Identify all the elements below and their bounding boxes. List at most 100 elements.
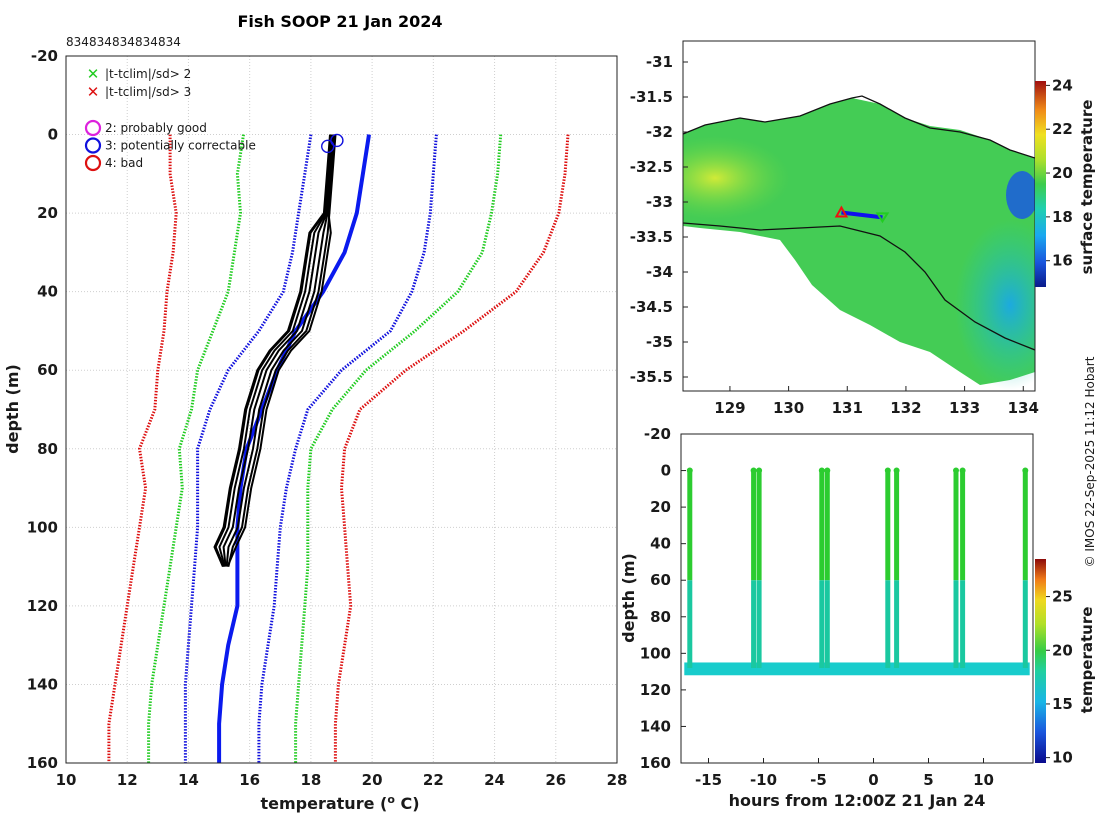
profile-count-label: 834 (112, 35, 135, 49)
timeseries-x-tick-label: 0 (868, 771, 878, 789)
profile-y-tick-label: 40 (37, 283, 58, 301)
profile-cast-top (818, 467, 825, 474)
map-lat-tick-label: -31 (646, 53, 673, 71)
timeseries-y-tick-label: 60 (650, 571, 671, 589)
timeseries-panel: -15 -10 -5 0 5 10 -20 0 20 40 60 80 100 120 140 160 hou… (619, 425, 1096, 810)
profile-series-blue-right (257, 134, 438, 763)
profile-cast-top (824, 467, 831, 474)
profile-ticks: 10 12 14 16 18 20 22 24 26 28 -20 0 20 40 60 80 100 120 14… (27, 47, 628, 789)
sst-colorbar-tick-label: 18 (1052, 208, 1073, 226)
profile-x-tick-label: 16 (239, 771, 260, 789)
timeseries-y-axis-label: depth (m) (619, 553, 638, 643)
profile-series (107, 133, 570, 763)
timeseries-points (684, 467, 1030, 676)
profile-x-tick-label: 22 (423, 771, 444, 789)
temperature-colorbar-tick-label: 20 (1052, 641, 1073, 659)
map-panel: 129 130 131 132 133 134 -31 -31.5 -32 -32.5 -33 -33… (630, 40, 1096, 417)
map-lon-tick-label: 133 (949, 399, 980, 417)
profile-panel: 10 12 14 16 18 20 22 24 26 28 -20 0 20 40 60 80 100 120 14… (3, 47, 627, 813)
sst-warm-region (683, 136, 790, 220)
profile-x-tick-label: 12 (117, 771, 138, 789)
profile-frame (65, 55, 618, 764)
profile-series-mean (217, 134, 371, 763)
sst-colorbar-ticks: 16 18 20 22 24 (1046, 76, 1073, 270)
legend-circle-marker (84, 154, 102, 172)
observed-cast (225, 134, 335, 567)
sst-colorbar-tick-label: 20 (1052, 164, 1073, 182)
coastline (683, 95, 1035, 159)
observed-cast (227, 134, 337, 567)
profile-grid (65, 55, 618, 764)
legend-circle-marker (84, 119, 102, 137)
profile-x-tick-label: 20 (362, 771, 383, 789)
timeseries-ticks: -15 -10 -5 0 5 10 -20 0 20 40 60 80 100 120 140 160 (640, 425, 994, 789)
profile-x-tick-label: 18 (300, 771, 321, 789)
sst-cool-region (955, 220, 1035, 390)
profile-counts: 834 834 834 834 834 (66, 35, 181, 49)
ship-track (834, 205, 890, 224)
sst-colorbar-tick-label: 22 (1052, 120, 1073, 138)
profile-y-tick-label: -20 (31, 47, 58, 65)
map-lat-tick-label: -35.5 (630, 368, 673, 386)
sst-cold-spot (1006, 171, 1035, 219)
sst-colorbar-tick-label: 16 (1052, 252, 1073, 270)
profile-y-tick-label: 140 (27, 675, 58, 693)
imos-watermark: © IMOS 22-Sep-2025 11:12 Hobart (1083, 356, 1097, 567)
profile-legend: ✕ |t-tclim|/sd> 2 ✕ |t-tclim|/sd> 3 2: proba… (84, 65, 256, 172)
timeseries-y-tick-label: 40 (650, 535, 671, 553)
track-end-marker (875, 212, 890, 224)
profile-series-green-right (294, 134, 503, 763)
ship-track-line (841, 210, 883, 220)
profile-cast-top (750, 467, 757, 474)
profile-x-tick-label: 28 (607, 771, 628, 789)
profile-cast-top (893, 467, 900, 474)
map-lon-tick-label: 130 (773, 399, 804, 417)
legend-x-marker: ✕ (87, 65, 100, 83)
track-start-marker (834, 205, 849, 218)
legend-entry-label: |t-tclim|/sd> 3 (105, 85, 191, 99)
timeseries-x-axis-label: hours from 12:00Z 21 Jan 24 (729, 791, 986, 810)
observed-cast (214, 134, 332, 567)
map-lat-tick-label: -34 (646, 263, 673, 281)
timeseries-x-tick-label: -5 (810, 771, 827, 789)
profile-count-label: 834 (158, 35, 181, 49)
profile-cast-top (1022, 467, 1029, 474)
profile-cast-top (756, 467, 763, 474)
profile-x-tick-label: 10 (56, 771, 77, 789)
profile-cast-top (953, 467, 959, 474)
sst-colorbar (1035, 81, 1046, 287)
map-lat-tick-label: -32.5 (630, 158, 673, 176)
profile-cast-top (686, 467, 693, 474)
legend-entry-label: 4: bad (105, 156, 143, 170)
profile-x-axis-label: temperature (o C) (260, 793, 419, 813)
profile-y-axis-label: depth (m) (3, 364, 22, 454)
temperature-colorbar-ticks: 10 15 20 25 (1046, 588, 1073, 767)
timeseries-y-tick-label: 120 (640, 681, 671, 699)
timeseries-x-tick-label: 10 (973, 771, 994, 789)
timeseries-y-tick-label: 100 (640, 644, 671, 662)
profile-y-tick-label: 0 (48, 126, 58, 144)
temperature-colorbar-tick-label: 10 (1052, 749, 1073, 767)
profile-x-tick-label: 26 (545, 771, 566, 789)
map-lat-tick-label: -31.5 (630, 88, 673, 106)
timeseries-y-tick-label: -20 (644, 425, 671, 443)
map-ticks: 129 130 131 132 133 134 -31 -31.5 -32 -32.5 -33 -33… (630, 53, 1039, 417)
profile-cast-top (959, 467, 966, 474)
map-lon-tick-label: 131 (832, 399, 863, 417)
profile-y-tick-label: 120 (27, 597, 58, 615)
legend-entry-label: 3: potentially correctable (105, 139, 256, 153)
observed-cast (222, 134, 334, 567)
timeseries-x-tick-label: -15 (695, 771, 722, 789)
legend-x-marker: ✕ (87, 83, 100, 101)
profile-count-label: 834 (89, 35, 112, 49)
map-lat-tick-label: -33.5 (630, 228, 673, 246)
legend-entry-label: |t-tclim|/sd> 2 (105, 67, 191, 81)
map-lon-tick-label: 132 (890, 399, 921, 417)
profile-y-tick-label: 80 (37, 440, 58, 458)
bottom-depth-band (684, 662, 1030, 676)
timeseries-y-tick-label: 140 (640, 717, 671, 735)
timeseries-y-tick-label: 160 (640, 754, 671, 772)
profile-x-tick-label: 14 (178, 771, 199, 789)
map-lon-tick-label: 129 (714, 399, 745, 417)
